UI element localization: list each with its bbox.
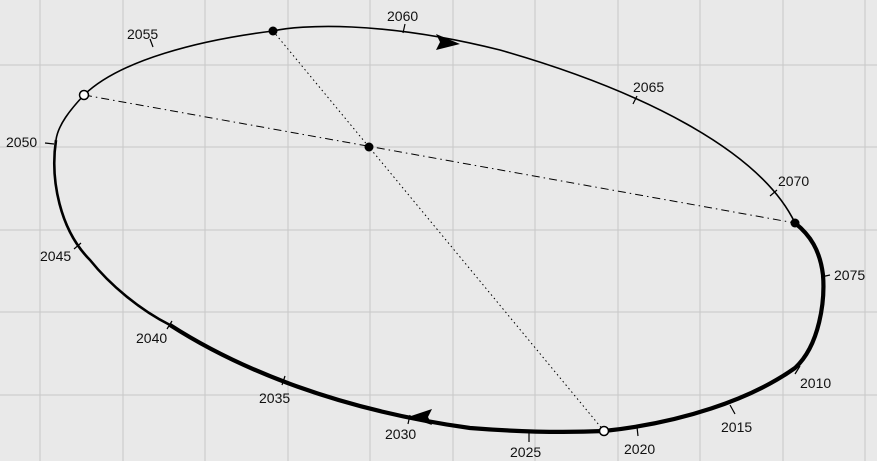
marker-hollow-2019 (598, 425, 610, 437)
tick-2010 (794, 365, 801, 375)
direction-arrow-bottom (408, 409, 432, 425)
year-label-2010: 2010 (800, 375, 831, 391)
year-label-2070: 2070 (778, 173, 809, 189)
orbit-path-thick (168, 221, 826, 435)
tick-2055 (149, 38, 154, 48)
year-ticks: 2010 2015 2020 2025 2030 2035 2040 2045 … (6, 8, 865, 460)
orbit-path-thin (55, 25, 796, 224)
tick-2045 (73, 242, 82, 250)
tick-2070 (769, 189, 778, 197)
direction-arrow-top (436, 34, 460, 50)
dotted-axis-line (272, 30, 605, 432)
tick-2035 (281, 375, 286, 386)
marker-dot-center (364, 142, 374, 152)
year-label-2075: 2075 (834, 267, 865, 283)
year-label-2060: 2060 (387, 8, 418, 24)
marker-dot-2057 (268, 26, 278, 36)
marker-hollow-2052 (78, 89, 90, 101)
tick-2065 (632, 95, 638, 105)
year-label-2030: 2030 (385, 426, 416, 442)
tick-2050 (44, 142, 55, 145)
year-label-2045: 2045 (40, 248, 71, 264)
tick-2060 (402, 23, 406, 34)
year-label-2020: 2020 (624, 441, 655, 457)
tick-2075 (820, 274, 831, 278)
year-label-2055: 2055 (127, 26, 158, 42)
tick-2020 (636, 426, 639, 437)
dashdot-axis-line (83, 94, 796, 224)
tick-2015 (729, 404, 736, 415)
year-label-2065: 2065 (633, 79, 664, 95)
marker-dot-2072 (790, 218, 800, 228)
tick-2030 (407, 414, 411, 425)
year-label-2035: 2035 (259, 390, 290, 406)
tick-2040 (166, 320, 173, 330)
year-label-2050: 2050 (6, 134, 37, 150)
year-label-2040: 2040 (136, 330, 167, 346)
orbit-path-medium (53, 139, 171, 327)
year-label-2025: 2025 (510, 444, 541, 460)
year-label-2015: 2015 (721, 419, 752, 435)
